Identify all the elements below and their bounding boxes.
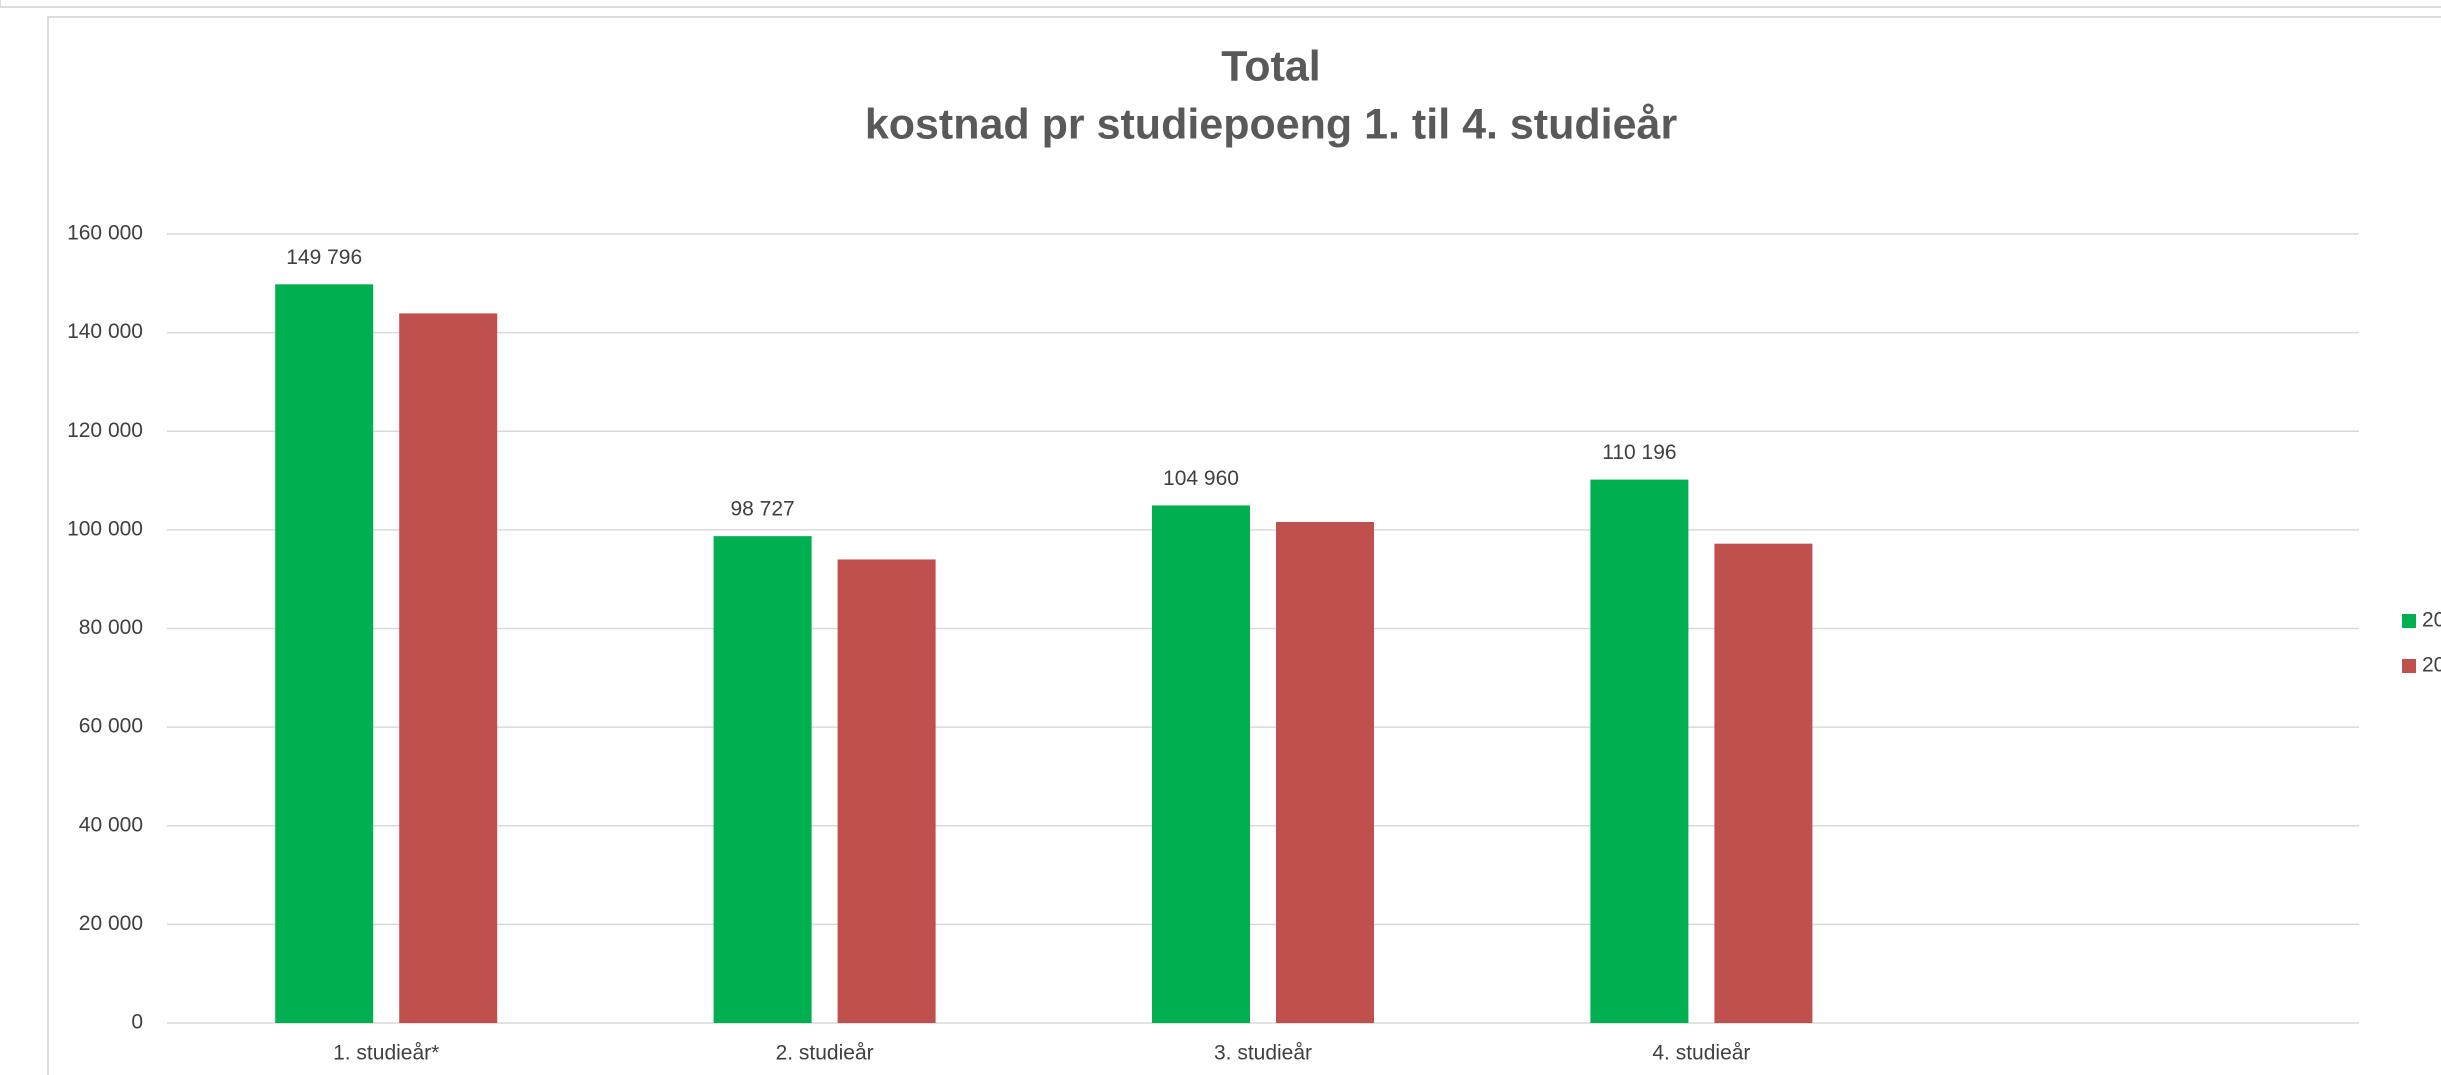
bar	[713, 536, 812, 1023]
chart-subtitle: kostnad pr studiepoeng 1. til 4. studieå…	[865, 100, 1678, 148]
y-tick-label: 120 000	[67, 419, 143, 442]
legend-label: 20	[2422, 609, 2441, 632]
y-tick-label: 0	[131, 1011, 143, 1034]
outer-frame	[0, 0, 2441, 8]
legend-swatch	[2402, 614, 2416, 628]
legend-swatch	[2402, 659, 2416, 673]
y-tick-label: 140 000	[67, 320, 143, 343]
chart-title: Total	[1221, 42, 1321, 90]
y-tick-label: 40 000	[79, 813, 143, 836]
x-tick-label: 1. studieår*	[333, 1042, 439, 1065]
y-tick-label: 160 000	[67, 222, 143, 245]
bar	[399, 313, 498, 1023]
bar	[1152, 505, 1250, 1023]
data-label: 104 960	[1163, 467, 1239, 490]
y-tick-label: 60 000	[79, 715, 143, 738]
legend-label: 20	[2422, 654, 2441, 677]
y-tick-label: 100 000	[67, 517, 143, 540]
data-label: 149 796	[286, 246, 362, 269]
y-tick-label: 80 000	[79, 616, 143, 639]
bar	[1276, 521, 1374, 1023]
bar	[1714, 543, 1813, 1023]
y-tick-label: 20 000	[79, 912, 143, 935]
bar	[1590, 479, 1689, 1024]
data-label: 98 727	[730, 498, 794, 521]
x-tick-label: 4. studieår	[1652, 1042, 1750, 1065]
bar	[275, 284, 374, 1023]
data-label: 110 196	[1602, 441, 1676, 464]
x-tick-label: 2. studieår	[776, 1042, 874, 1065]
x-tick-label: 3. studieår	[1214, 1042, 1312, 1065]
bar	[837, 559, 936, 1023]
